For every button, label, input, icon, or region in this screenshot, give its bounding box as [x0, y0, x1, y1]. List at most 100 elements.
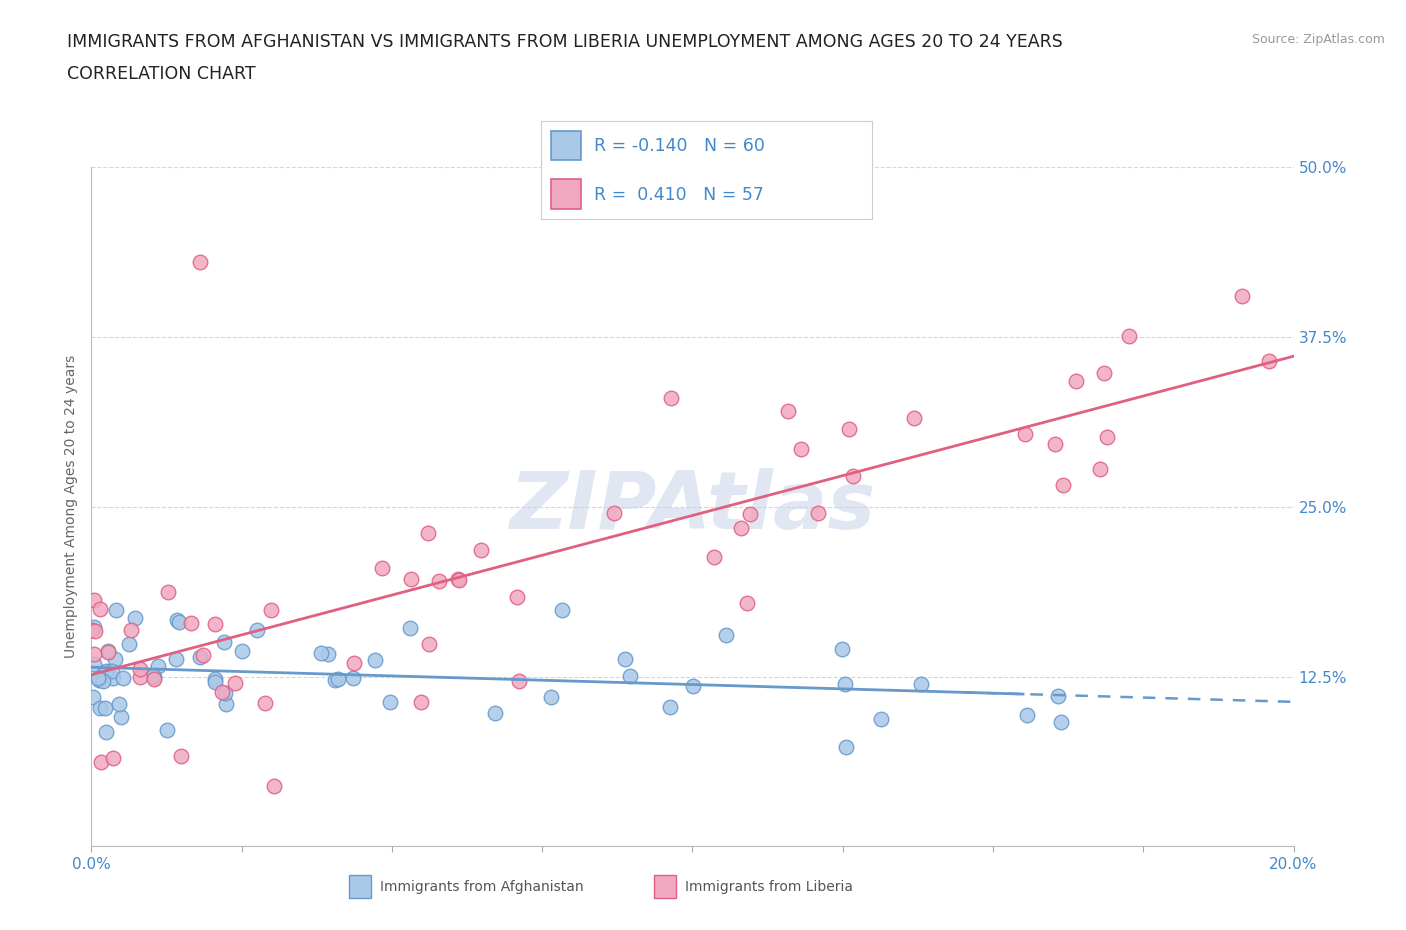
Point [124, 610, 146, 625]
Text: CORRELATION CHART: CORRELATION CHART [67, 65, 256, 83]
Point [204, 617, 226, 631]
Text: Immigrants from Afghanistan: Immigrants from Afghanistan [380, 880, 583, 894]
Point [1095, 430, 1118, 445]
Point [215, 697, 238, 711]
Point [97, 644, 120, 659]
Point [735, 595, 758, 610]
Point [83, 657, 105, 671]
Text: R = -0.140   N = 60: R = -0.140 N = 60 [595, 138, 765, 155]
Point [204, 671, 226, 686]
Point [143, 670, 166, 684]
Point [411, 695, 433, 710]
Point [835, 739, 858, 754]
Point [1049, 714, 1071, 729]
Point [167, 615, 190, 630]
Point [83, 646, 105, 661]
Point [253, 696, 276, 711]
Point [101, 671, 124, 686]
Point [191, 647, 214, 662]
Point [903, 411, 925, 426]
Point [343, 656, 366, 671]
Point [1047, 689, 1070, 704]
Point [506, 589, 529, 604]
Point [97, 644, 120, 658]
Point [342, 671, 364, 685]
Point [318, 646, 340, 661]
Y-axis label: Unemployment Among Ages 20 to 24 years: Unemployment Among Ages 20 to 24 years [65, 355, 79, 658]
Point [416, 525, 439, 540]
Point [1064, 373, 1087, 388]
Point [104, 603, 127, 618]
Point [551, 602, 574, 617]
Text: ZIPAtlas: ZIPAtlas [509, 468, 876, 546]
Point [211, 684, 233, 699]
Point [659, 391, 682, 405]
Point [730, 520, 752, 535]
Point [146, 658, 169, 673]
Point [399, 571, 422, 586]
Point [449, 573, 471, 588]
Point [328, 671, 350, 686]
Point [80, 623, 103, 638]
Point [427, 574, 450, 589]
Point [399, 620, 422, 635]
Point [111, 671, 134, 685]
Point [142, 669, 165, 684]
Point [204, 675, 226, 690]
Point [682, 679, 704, 694]
Point [101, 751, 124, 765]
Point [166, 612, 188, 627]
Point [838, 422, 860, 437]
Point [1014, 427, 1036, 442]
Point [129, 670, 152, 684]
Point [484, 705, 506, 720]
Point [807, 505, 830, 520]
Text: IMMIGRANTS FROM AFGHANISTAN VS IMMIGRANTS FROM LIBERIA UNEMPLOYMENT AMONG AGES 2: IMMIGRANTS FROM AFGHANISTAN VS IMMIGRANT… [67, 33, 1063, 50]
Point [740, 506, 762, 521]
Point [1258, 353, 1281, 368]
Point [89, 700, 111, 715]
Point [188, 650, 211, 665]
Point [107, 697, 129, 711]
Point [325, 672, 347, 687]
Point [96, 725, 118, 740]
Point [1052, 477, 1074, 492]
Text: Source: ZipAtlas.com: Source: ZipAtlas.com [1251, 33, 1385, 46]
Point [231, 644, 253, 658]
Point [447, 572, 470, 587]
Point [508, 673, 530, 688]
Point [1017, 708, 1039, 723]
Point [246, 622, 269, 637]
Point [776, 404, 799, 418]
Point [1092, 365, 1115, 380]
Point [93, 665, 115, 680]
Point [619, 669, 641, 684]
Point [540, 690, 562, 705]
Point [129, 662, 152, 677]
Point [96, 663, 118, 678]
Point [714, 627, 737, 642]
Point [89, 672, 111, 687]
Point [87, 671, 110, 685]
Point [910, 677, 932, 692]
Point [83, 592, 105, 607]
Point [214, 685, 236, 700]
Point [842, 469, 865, 484]
Point [110, 710, 132, 724]
Point [311, 646, 333, 661]
Point [84, 624, 107, 639]
Point [370, 561, 392, 576]
Point [703, 550, 725, 565]
Point [118, 636, 141, 651]
Point [90, 754, 112, 769]
Point [831, 642, 853, 657]
Point [101, 664, 124, 679]
Point [224, 675, 246, 690]
Point [165, 652, 187, 667]
Point [82, 690, 104, 705]
Text: Immigrants from Liberia: Immigrants from Liberia [685, 880, 852, 894]
Point [83, 619, 105, 634]
Point [658, 699, 681, 714]
Point [94, 700, 117, 715]
Point [156, 584, 179, 599]
